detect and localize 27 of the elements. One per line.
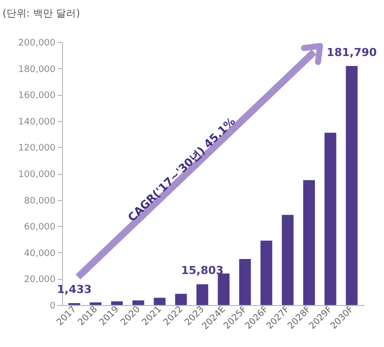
y-tick-label: 180,000 (18, 64, 56, 75)
data-label: 181,790 (326, 46, 378, 59)
y-tick-label: 0 (50, 302, 56, 312)
data-label: 1,433 (56, 283, 92, 296)
y-tick-label: 140,000 (18, 117, 56, 128)
y-tick-label: 40,000 (24, 248, 56, 259)
y-tick-label: 60,000 (24, 222, 56, 233)
bar (90, 302, 102, 305)
y-tick-label: 100,000 (18, 170, 56, 180)
bar (196, 284, 208, 305)
data-label: 15,803 (181, 264, 224, 278)
bar (154, 298, 166, 305)
y-tick-label: 160,000 (18, 91, 56, 102)
bar (132, 300, 144, 305)
y-tick-label: 80,000 (24, 196, 56, 206)
bar (239, 258, 251, 305)
y-tick-label: 120,000 (18, 144, 56, 154)
bar (282, 214, 294, 305)
bar (346, 66, 358, 305)
bar (324, 132, 336, 305)
y-tick-label: 200,000 (18, 38, 56, 48)
y-axis-title: (단위: 백만 달러) (2, 8, 80, 20)
bar (111, 301, 123, 305)
bar (260, 240, 272, 305)
y-tick-label: 20,000 (24, 275, 56, 286)
bar (303, 180, 315, 305)
bar (175, 294, 187, 305)
